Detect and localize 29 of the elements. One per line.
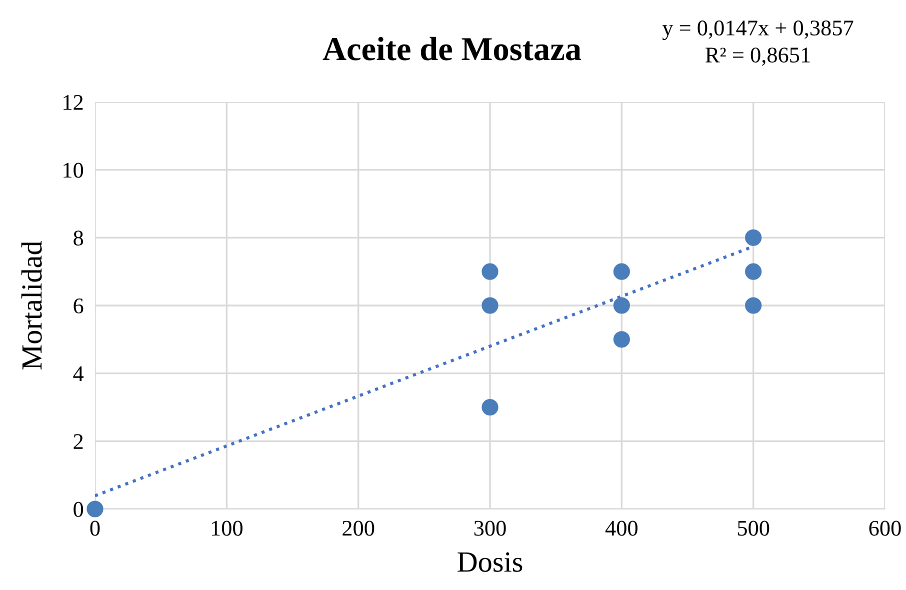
point (745, 263, 762, 280)
y-tick-label: 10 (64, 162, 84, 178)
chart-title: Aceite de Mostaza (322, 36, 582, 60)
y-tick-label: 2 (74, 434, 83, 449)
point (482, 263, 498, 280)
x-tick-label: 300 (474, 520, 506, 536)
x-tick-label: 600 (869, 520, 901, 536)
point (745, 229, 762, 246)
text: y = 0,0147x + 0,3857 (662, 20, 854, 40)
y-tick-label: 6 (74, 298, 84, 314)
point (482, 398, 498, 416)
point (482, 297, 498, 314)
x-tick-label: 200 (342, 520, 374, 536)
y-tick-label: 4 (73, 366, 84, 382)
point (745, 297, 762, 314)
point (613, 297, 630, 314)
x-axis-title: Dosis (458, 552, 522, 572)
point (613, 331, 630, 348)
y-tick-label: 8 (74, 230, 84, 246)
y-tick-label: 12 (64, 94, 83, 110)
text: R² = 0,8651 (706, 48, 810, 66)
x-tick-label: 500 (738, 520, 770, 536)
x-tick-label: 0 (90, 520, 100, 536)
point (86, 500, 104, 518)
y-axis-title: Mortalidad (21, 241, 42, 370)
x-tick-label: 400 (605, 520, 638, 536)
y-tick-label: 0 (74, 502, 84, 517)
x-tick-label: 100 (212, 520, 242, 536)
point (613, 263, 630, 280)
